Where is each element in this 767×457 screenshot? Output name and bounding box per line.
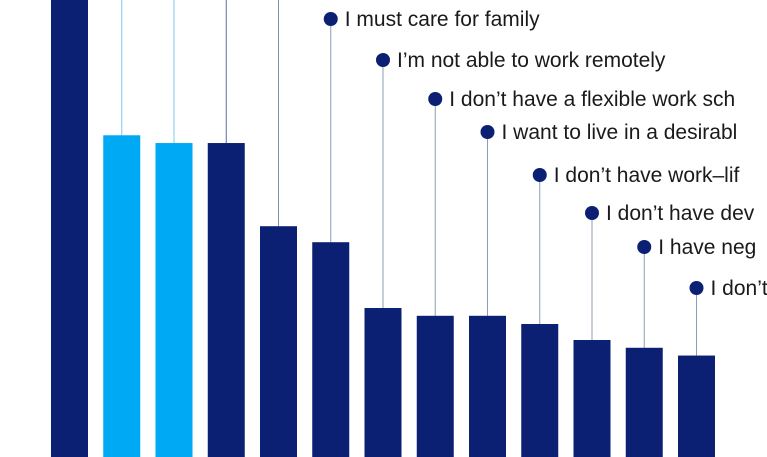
leader-lines [121, 0, 697, 356]
bar-10 [573, 340, 611, 457]
bar-label-8: I want to live in a desirabl [502, 121, 738, 144]
bars [51, 0, 715, 457]
bar-label-10: I don’t have dev [606, 202, 755, 225]
bar-3 [207, 143, 245, 457]
bar-8 [469, 315, 506, 457]
bar-5 [312, 242, 350, 457]
bar-2 [155, 143, 193, 457]
bar-label-5: I must care for family [345, 8, 540, 31]
bar-labels: I must care for family I’m not able to wo… [323, 8, 767, 300]
bar-9 [521, 324, 559, 457]
bar-label-7: I don’t have a flexible work sch [449, 88, 735, 111]
bar-4 [260, 226, 297, 457]
bar-0 [51, 0, 88, 457]
label-dot-10 [585, 206, 599, 220]
label-dot-12 [689, 281, 704, 295]
bar-7 [416, 315, 454, 457]
label-dot-11 [637, 240, 652, 254]
label-dot-7 [428, 92, 443, 106]
bar-6 [364, 308, 402, 457]
bar-label-9: I don’t have work–lif [554, 164, 740, 187]
bar-label-6: I’m not able to work remotely [397, 49, 666, 72]
bar-1 [103, 135, 141, 457]
bar-label-12: I don’t [711, 277, 767, 300]
bar-12 [678, 355, 715, 457]
bar-label-11: I have neg [658, 236, 756, 259]
bar-11 [625, 347, 663, 457]
label-dot-6 [376, 53, 390, 67]
label-dot-5 [323, 12, 338, 26]
label-dot-8 [480, 125, 495, 139]
label-dot-9 [532, 168, 547, 182]
